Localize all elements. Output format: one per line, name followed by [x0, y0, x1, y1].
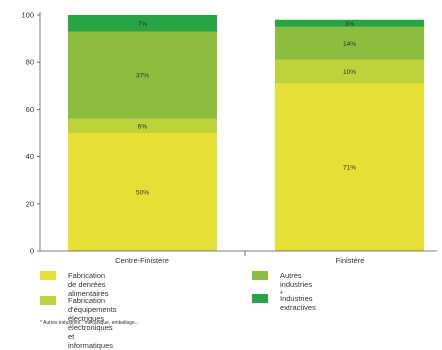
bar-segment	[275, 19, 424, 27]
bar-segment	[68, 118, 217, 133]
bar-value-label: 3%	[345, 21, 355, 28]
legend-item-extractives: Industries extractives	[252, 294, 316, 312]
legend-swatch	[40, 271, 56, 280]
bar-segment	[68, 15, 217, 32]
legend-label: Industries extractives	[280, 294, 316, 312]
stacked-bar-chart: 50% 6% 37% 7% 71% 10% 14% 3% 0 20 40 60 80 100 Centr…	[21, 11, 437, 265]
chart-footnote: * Autres industries : mécanique, emballa…	[40, 320, 139, 326]
bar-value-label: 6%	[138, 123, 148, 130]
bar-value-label: 50%	[136, 190, 149, 197]
category-label: Finistère	[336, 256, 365, 265]
legend-swatch	[252, 294, 268, 303]
bar-segment	[275, 59, 424, 84]
bar-segment	[275, 26, 424, 60]
bar-value-label: 71%	[343, 165, 356, 172]
y-tick-label: 40	[26, 152, 34, 161]
y-tick-label: 60	[26, 105, 34, 114]
y-tick-label: 0	[30, 247, 34, 256]
bar-segment	[68, 133, 217, 251]
legend-swatch	[252, 271, 268, 280]
y-tick-label: 100	[21, 11, 34, 20]
legend-label: Autres industries *	[280, 271, 313, 298]
category-label: Centre-Finistère	[115, 256, 169, 265]
bar-value-label: 10%	[343, 69, 356, 76]
bar-segment	[68, 31, 217, 119]
legend-swatch	[40, 296, 56, 305]
bar-segment	[275, 83, 424, 251]
y-tick-label: 80	[26, 58, 34, 67]
bar-value-label: 37%	[136, 73, 149, 80]
bar-value-label: 14%	[343, 41, 356, 48]
legend-label: Fabrication de denrées alimentaires	[68, 271, 109, 298]
y-tick-label: 20	[26, 199, 34, 208]
legend-item-denrees: Fabrication de denrées alimentaires	[40, 271, 108, 298]
legend-item-autres: Autres industries *	[252, 271, 312, 298]
bar-value-label: 7%	[138, 21, 148, 28]
